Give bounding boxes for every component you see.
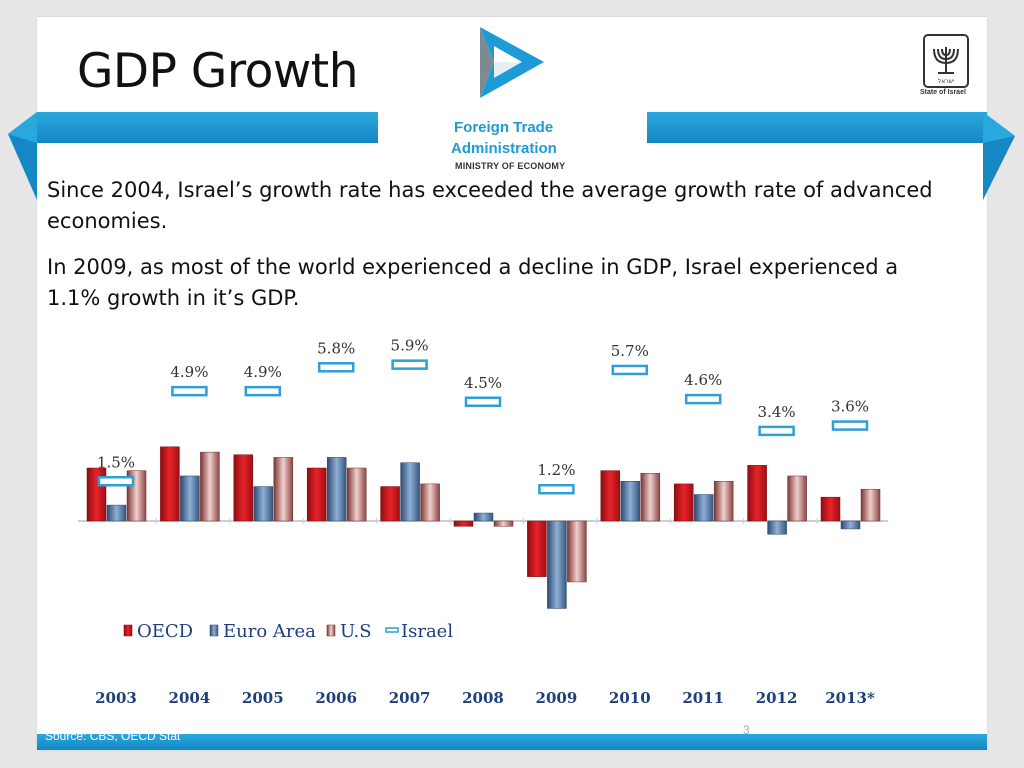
legend-swatch-oecd (123, 624, 133, 637)
israel-label-2003: 1.5% (97, 453, 135, 471)
logo-line-3: MINISTRY OF ECONOMY (455, 161, 566, 171)
bar-oecd-2010 (600, 470, 621, 522)
category-label-2009: 2009 (536, 689, 578, 707)
legend-label-oecd: OECD (137, 621, 193, 642)
category-label-2010: 2010 (609, 689, 651, 707)
israel-marker-2009 (538, 483, 575, 495)
bar-euro-area-2010 (620, 481, 641, 522)
category-label-2003: 2003 (95, 689, 137, 707)
category-label-2007: 2007 (389, 689, 431, 707)
israel-label-2008: 4.5% (464, 374, 502, 392)
israel-marker-2011 (684, 393, 722, 405)
emblem-caption: State of Israel (920, 89, 966, 96)
category-label-2005: 2005 (242, 689, 284, 707)
legend-swatch-euro-area (209, 624, 219, 637)
left-wing-decoration (8, 112, 37, 200)
legend-label-euro-area: Euro Area (223, 621, 316, 642)
israel-label-2009: 1.2% (537, 461, 575, 479)
right-wing-decoration (983, 112, 1015, 200)
state-emblem-icon: ישראל (923, 34, 969, 88)
israel-marker-2004 (171, 385, 208, 397)
israel-marker-2006 (317, 362, 355, 373)
bar-u-s-2009 (567, 520, 587, 583)
bar-oecd-2007 (380, 486, 400, 522)
page-number: 3 (743, 723, 750, 737)
bar-euro-area-2005 (253, 486, 274, 522)
israel-label-2013: 3.6% (831, 398, 869, 416)
bar-oecd-2004 (160, 446, 180, 522)
legend-swatch-u-s (326, 624, 336, 637)
israel-marker-2008 (464, 396, 502, 407)
israel-label-2004: 4.9% (170, 363, 208, 381)
israel-label-2007: 5.9% (391, 337, 429, 355)
israel-label-2006: 5.8% (317, 339, 355, 357)
logo-line-1: Foreign Trade (454, 119, 554, 136)
bar-u-s-2012 (787, 475, 807, 522)
emblem-hebrew-text: ישראל (938, 78, 954, 85)
bar-u-s-2006 (346, 467, 367, 522)
bar-euro-area-2008 (473, 512, 494, 522)
bar-oecd-2011 (673, 483, 694, 522)
bar-euro-area-2004 (180, 475, 200, 522)
bar-oecd-2012 (747, 465, 767, 522)
paragraph-1: Since 2004, Israel’s growth rate has exc… (47, 178, 933, 233)
legend-label-u-s: U.S (340, 621, 372, 642)
header-band-left (37, 112, 378, 143)
israel-marker-2013 (831, 420, 869, 431)
fta-logo-icon (480, 27, 544, 98)
bar-euro-area-2009 (547, 520, 567, 609)
israel-label-2010: 5.7% (611, 342, 649, 360)
bar-oecd-2009 (527, 520, 547, 577)
footer-band (37, 734, 987, 750)
bar-euro-area-2006 (326, 457, 347, 522)
header-band-right (647, 112, 987, 143)
bar-oecd-2003 (86, 467, 107, 522)
paragraph-2: In 2009, as most of the world experience… (47, 255, 899, 310)
bar-u-s-2007 (420, 483, 440, 522)
bar-u-s-2008 (493, 520, 514, 527)
bar-oecd-2005 (233, 454, 254, 522)
bar-euro-area-2003 (106, 504, 127, 522)
source-note: Source: CBS, OECD Stat (45, 729, 181, 743)
category-label-2013: 2013* (825, 689, 875, 707)
bar-u-s-2010 (640, 473, 661, 522)
category-label-2006: 2006 (315, 689, 357, 707)
israel-marker-2003 (97, 476, 135, 487)
category-label-2008: 2008 (462, 689, 504, 707)
legend-label-israel: Israel (401, 621, 453, 642)
bar-euro-area-2013 (840, 520, 861, 530)
bar-u-s-2011 (713, 481, 734, 522)
israel-marker-2005 (244, 385, 282, 397)
category-label-2004: 2004 (169, 689, 211, 707)
category-label-2012: 2012 (756, 689, 798, 707)
bar-oecd-2006 (306, 467, 327, 522)
israel-label-2012: 3.4% (758, 403, 796, 421)
logo-line-2: Administration (451, 140, 557, 157)
israel-marker-2010 (611, 364, 649, 376)
israel-label-2005: 4.9% (244, 363, 282, 381)
bar-oecd-2013 (820, 496, 841, 522)
page-title: GDP Growth (77, 44, 359, 99)
bar-euro-area-2012 (767, 520, 787, 535)
category-label-2011: 2011 (682, 689, 724, 707)
bar-u-s-2013 (860, 488, 881, 522)
legend-swatch-israel (385, 627, 399, 633)
bar-euro-area-2011 (693, 494, 714, 522)
israel-marker-2007 (391, 359, 428, 370)
bar-oecd-2008 (453, 520, 474, 527)
bar-u-s-2004 (200, 451, 220, 522)
israel-label-2011: 4.6% (684, 371, 722, 389)
bar-u-s-2005 (273, 457, 294, 522)
bar-euro-area-2007 (400, 462, 420, 522)
israel-marker-2012 (758, 425, 795, 437)
